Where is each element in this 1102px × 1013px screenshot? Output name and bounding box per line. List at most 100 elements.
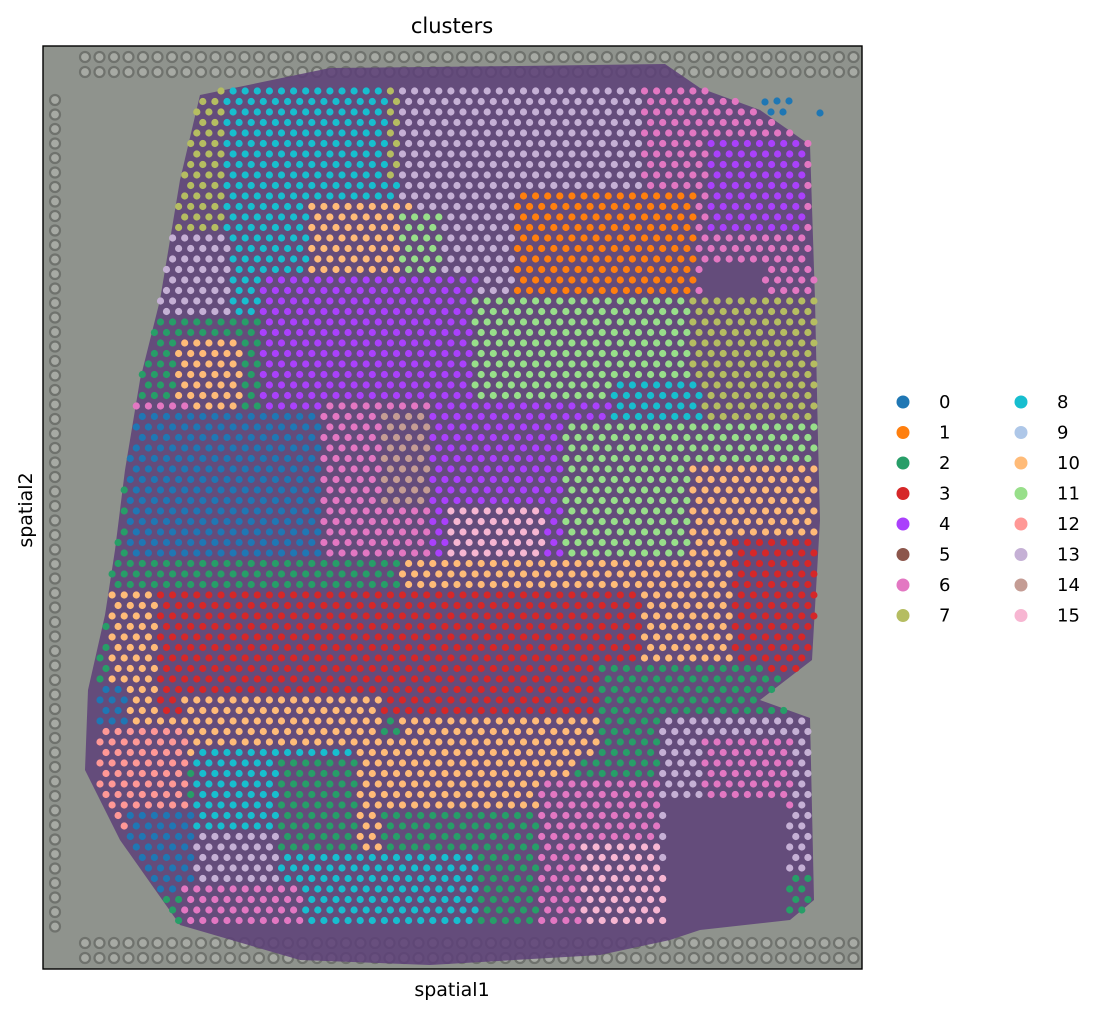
- spot-cluster-6: [774, 255, 782, 263]
- spot-cluster-13: [211, 832, 219, 841]
- spot-cluster-6: [562, 853, 570, 862]
- spot-cluster-8: [296, 97, 304, 106]
- spot-cluster-6: [737, 234, 745, 242]
- spot-cluster-0: [205, 423, 213, 431]
- spot-cluster-4: [362, 381, 370, 389]
- spot-cluster-10: [580, 738, 588, 746]
- spot-cluster-10: [108, 612, 116, 620]
- spot-cluster-8: [435, 864, 443, 872]
- spot-cluster-3: [169, 591, 177, 599]
- spot-cluster-0: [211, 475, 219, 484]
- spot-cluster-6: [344, 496, 352, 505]
- spot-cluster-0: [96, 696, 104, 704]
- spot-cluster-10: [640, 612, 649, 620]
- spot-cluster-15: [653, 885, 661, 893]
- spot-cluster-13: [568, 87, 576, 95]
- spot-cluster-11: [622, 538, 631, 547]
- spot-cluster-10: [374, 717, 382, 725]
- spot-cluster-10: [374, 759, 382, 767]
- spot-cluster-3: [804, 622, 812, 631]
- spot-cluster-11: [495, 360, 503, 368]
- spot-cluster-4: [453, 433, 461, 442]
- spot-cluster-13: [223, 832, 231, 841]
- spot-cluster-8: [235, 118, 243, 127]
- fiducial-ring: [48, 383, 62, 397]
- spot-cluster-3: [610, 643, 618, 652]
- spot-cluster-8: [405, 895, 413, 904]
- spot-cluster-10: [277, 738, 286, 746]
- spot-cluster-11: [538, 391, 546, 400]
- spot-cluster-3: [471, 696, 479, 704]
- spot-cluster-8: [271, 790, 279, 799]
- spot-cluster-13: [568, 108, 576, 116]
- spot-cluster-8: [326, 864, 334, 872]
- spot-cluster-3: [792, 580, 800, 589]
- legend-label-12: 12: [1057, 514, 1080, 535]
- spot-cluster-8: [380, 916, 388, 925]
- legend-marker-15: [1014, 609, 1028, 622]
- fiducial-ring: [281, 50, 295, 64]
- spot-cluster-4: [774, 171, 782, 179]
- spot-cluster-11: [483, 381, 491, 389]
- spot-cluster-13: [513, 118, 522, 127]
- spot-cluster-8: [253, 780, 261, 788]
- spot-cluster-2: [659, 685, 667, 694]
- spot-cluster-13: [616, 129, 624, 137]
- spot-cluster-4: [780, 223, 788, 232]
- spot-cluster-13: [544, 150, 552, 158]
- spot-cluster-2: [719, 685, 727, 694]
- spot-cluster-11: [749, 444, 758, 452]
- spot-cluster-10: [653, 633, 661, 641]
- fiducial-ring: [716, 50, 730, 64]
- fiducial-ring: [209, 50, 222, 64]
- spot-cluster-10: [707, 538, 715, 547]
- spot-cluster-10: [743, 496, 752, 505]
- spot-cluster-10: [241, 696, 249, 704]
- spot-cluster-12: [114, 748, 122, 757]
- spot-cluster-11: [556, 318, 564, 326]
- spot-cluster-4: [320, 307, 328, 316]
- spot-cluster-6: [731, 790, 739, 799]
- spot-cluster-8: [374, 171, 382, 179]
- spot-cluster-10: [441, 748, 449, 757]
- spot-cluster-3: [755, 643, 764, 652]
- spot-cluster-11: [519, 318, 528, 326]
- spot-cluster-3: [465, 622, 473, 631]
- spot-cluster-6: [326, 423, 334, 431]
- fiducial-ring: [194, 951, 208, 965]
- spot-cluster-4: [447, 381, 455, 389]
- spot-cluster-15: [592, 885, 600, 893]
- spot-cluster-11: [398, 213, 407, 221]
- spot-cluster-4: [314, 318, 322, 326]
- spot-cluster-13: [429, 97, 437, 106]
- spot-cluster-13: [568, 129, 576, 137]
- spot-cluster-3: [211, 685, 219, 694]
- spot-cluster-8: [356, 181, 364, 190]
- spot-cluster-10: [132, 654, 140, 662]
- fiducial-ring: [789, 65, 802, 79]
- spot-cluster-2: [344, 832, 352, 841]
- spot-cluster-3: [477, 706, 485, 715]
- spot-cluster-11: [532, 360, 540, 368]
- spot-cluster-10: [229, 717, 237, 725]
- spot-cluster-13: [459, 108, 467, 116]
- spot-cluster-13: [683, 727, 691, 736]
- spot-cluster-10: [126, 622, 134, 631]
- spot-cluster-10: [719, 622, 727, 631]
- spot-cluster-10: [205, 738, 213, 746]
- spot-cluster-0: [253, 549, 261, 557]
- spot-cluster-3: [622, 601, 631, 610]
- spot-cluster-13: [592, 171, 600, 179]
- spot-cluster-13: [471, 171, 479, 179]
- spot-cluster-10: [598, 559, 606, 568]
- spot-cluster-1: [538, 202, 546, 211]
- spot-cluster-6: [749, 759, 758, 767]
- spot-cluster-3: [417, 664, 425, 673]
- spot-cluster-10: [471, 570, 479, 578]
- spot-cluster-4: [761, 171, 770, 179]
- spot-cluster-10: [689, 591, 697, 599]
- spot-cluster-10: [150, 706, 158, 715]
- spot-cluster-12: [144, 759, 152, 767]
- fiducial-ring: [194, 65, 208, 79]
- spot-cluster-3: [483, 612, 491, 620]
